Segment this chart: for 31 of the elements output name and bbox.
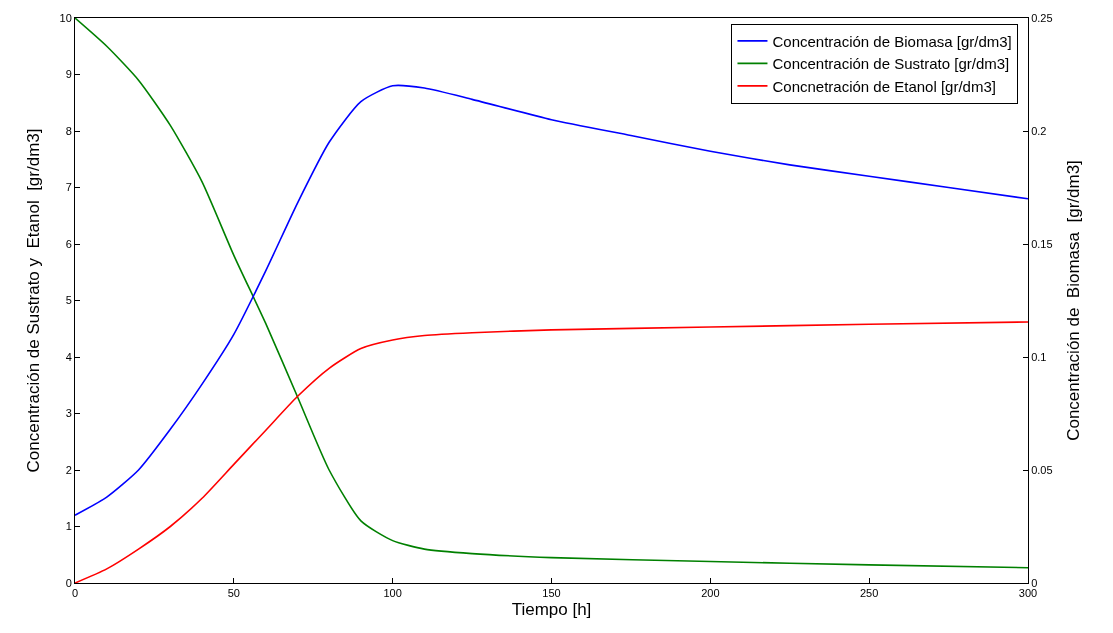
y-tick-label: 5 bbox=[65, 294, 72, 307]
y2-tick-label: 0.25 bbox=[1031, 11, 1053, 24]
y-tick-label: 9 bbox=[65, 68, 72, 81]
y-tick-label: 8 bbox=[65, 124, 72, 137]
y-axis-title: Concentración de Sustrato y Etanol [gr/dm3] bbox=[24, 128, 44, 473]
x-tick-label: 50 bbox=[227, 587, 240, 600]
y2-tick-label: 0.2 bbox=[1031, 124, 1047, 137]
line-series bbox=[75, 18, 1028, 569]
y2-tick-label: 0.05 bbox=[1031, 463, 1053, 476]
y2-tick-label: 0.15 bbox=[1031, 237, 1053, 250]
y-tick-label: 10 bbox=[59, 11, 72, 24]
legend-label: Concentración de Sustrato [gr/dm3] bbox=[772, 55, 1010, 73]
x-tick-label: 200 bbox=[701, 587, 720, 600]
y-tick-label: 0 bbox=[65, 576, 72, 589]
y2-tick-label: 0.1 bbox=[1031, 350, 1047, 363]
y-tick-label: 1 bbox=[65, 520, 72, 533]
x-tick-label: 150 bbox=[542, 587, 561, 600]
y2-tick-label: 0 bbox=[1031, 576, 1038, 589]
x-tick-label: 250 bbox=[859, 587, 879, 600]
x-tick-label: 100 bbox=[383, 587, 402, 600]
x-axis-title: Tiempo [h] bbox=[511, 599, 592, 619]
legend-label: Concnetración de Etanol [gr/dm3] bbox=[772, 77, 996, 95]
legend-label: Concentración de Biomasa [gr/dm3] bbox=[772, 32, 1012, 50]
y-tick-label: 6 bbox=[65, 237, 72, 250]
y-tick-label: 7 bbox=[65, 181, 72, 194]
x-tick-label: 300 bbox=[1018, 587, 1038, 600]
y-tick-label: 2 bbox=[65, 463, 72, 476]
line-series bbox=[75, 321, 1028, 583]
y2-axis-title: Concentración de Biomasa [gr/dm3] bbox=[1064, 160, 1084, 441]
y-tick-label: 3 bbox=[65, 407, 72, 420]
y-tick-label: 4 bbox=[65, 350, 72, 363]
